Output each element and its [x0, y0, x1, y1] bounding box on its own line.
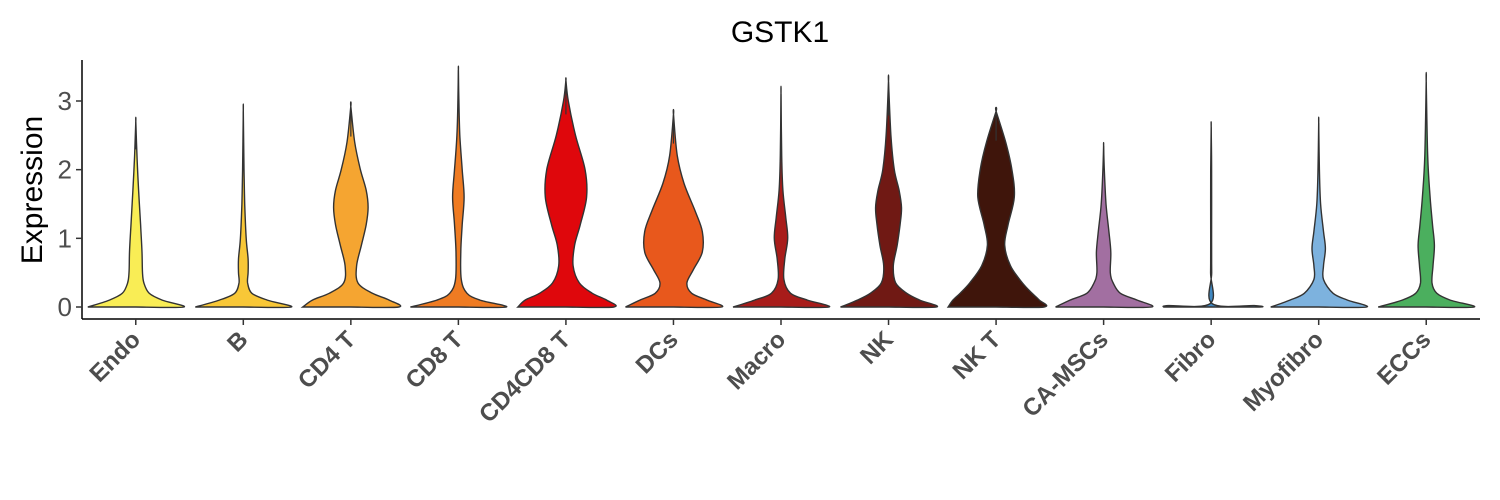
violin-cd4-t [300, 101, 402, 309]
chart-title: GSTK1 [731, 16, 829, 49]
x-tick-label: NK [855, 326, 899, 370]
y-axis-label: Expression [16, 116, 49, 264]
violin-endo [87, 116, 186, 309]
violin-ca-mscs [1055, 141, 1154, 309]
x-tick-label: CA-MSCs [1017, 326, 1113, 422]
y-tick-label: 1 [58, 223, 72, 253]
y-tick-label: 3 [58, 86, 72, 116]
x-tick-label: Myofibro [1238, 326, 1329, 417]
x-tick-label: Macro [722, 326, 791, 395]
x-tick-label: B [222, 326, 253, 357]
violin-dcs [625, 108, 724, 309]
x-tick-label: CD4 T [293, 326, 361, 394]
y-axis: 0 1 2 3 [58, 60, 83, 322]
y-tick-label: 0 [58, 292, 72, 322]
x-tick-label: ECCs [1372, 326, 1436, 390]
x-tick-label: CD4CD8 T [474, 326, 576, 428]
x-tick-label: CD8 T [401, 326, 469, 394]
violin-macro [732, 85, 831, 309]
violin-fibro [1162, 121, 1264, 308]
violin-cd4cd8-t [516, 77, 617, 309]
violin-cd8-t [410, 65, 508, 309]
x-tick-label: DCs [631, 326, 684, 379]
violin-b [195, 103, 293, 309]
x-tick-label: NK T [948, 326, 1007, 385]
violin-nk-t [946, 106, 1048, 309]
violins-group [87, 65, 1476, 309]
x-axis: Endo B CD4 T CD8 T CD4CD8 T DCs Macro NK NK T CA-… [82, 318, 1480, 428]
y-tick-label: 2 [58, 155, 72, 185]
x-tick-label: Fibro [1160, 326, 1222, 388]
x-tick-label: Endo [84, 326, 146, 388]
